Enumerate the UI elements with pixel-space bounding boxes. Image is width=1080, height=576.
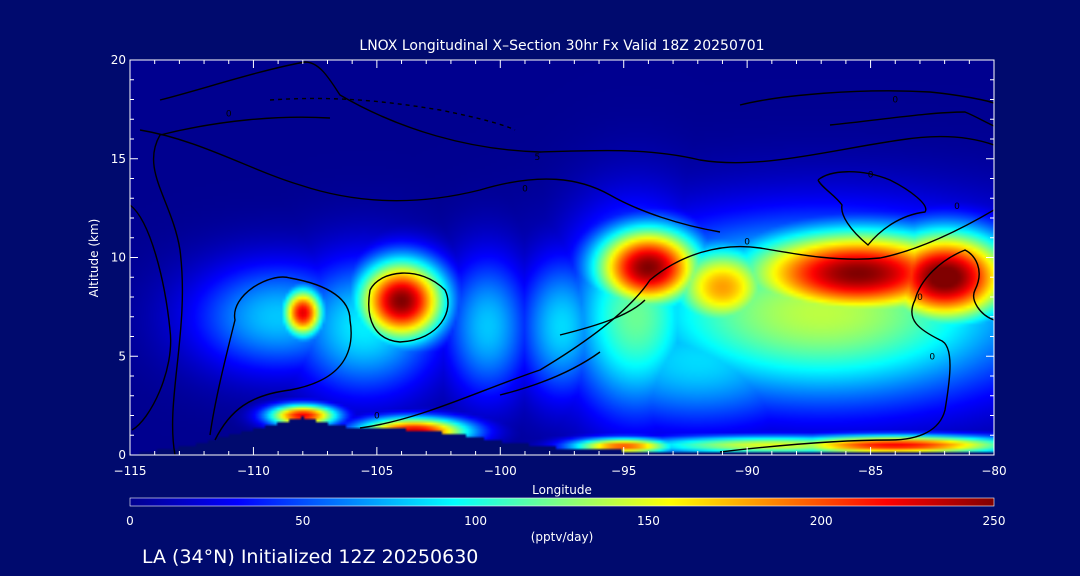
contour-line xyxy=(130,204,172,431)
contour-line xyxy=(499,351,601,396)
colorbar-tick-label: 50 xyxy=(295,514,310,528)
contour-line xyxy=(719,249,994,453)
contour-label: 0 xyxy=(374,412,380,422)
contour-label: 0 xyxy=(522,184,528,194)
y-tick-label: 20 xyxy=(111,53,126,67)
contour-line xyxy=(817,171,927,246)
x-tick-label: −105 xyxy=(360,464,393,478)
colorbar-tick-label: 200 xyxy=(810,514,833,528)
contour-line xyxy=(159,61,994,164)
x-tick-label: −85 xyxy=(858,464,883,478)
contour-label: 0 xyxy=(954,202,960,212)
contour-lines xyxy=(130,61,994,455)
x-tick-label: −100 xyxy=(484,464,517,478)
contour-line xyxy=(739,90,994,106)
colorbar xyxy=(129,497,995,507)
colorbar-tick-label: 250 xyxy=(983,514,1006,528)
x-tick-label: −95 xyxy=(611,464,636,478)
y-axis: 0 5 10 15 20 xyxy=(111,53,994,462)
heatmap-field xyxy=(130,60,994,455)
contour-line xyxy=(269,97,516,131)
colorbar-tick-label: 150 xyxy=(637,514,660,528)
contour-label: 5 xyxy=(534,153,540,163)
contour-label: 0 xyxy=(226,109,232,119)
x-tick-label: −80 xyxy=(981,464,1006,478)
contour-label: 0 xyxy=(917,293,923,303)
y-tick-label: 15 xyxy=(111,152,126,166)
x-tick-label: −90 xyxy=(734,464,759,478)
contour-line xyxy=(559,299,646,336)
colorbar-tick-label: 100 xyxy=(464,514,487,528)
contour-label: 0 xyxy=(892,96,898,106)
contour-line xyxy=(152,116,331,455)
contour-line xyxy=(209,276,352,441)
y-tick-label: 10 xyxy=(111,251,126,265)
x-axis-label: Longitude xyxy=(532,483,592,497)
colorbar-ticks: 0 50 100 150 200 250 xyxy=(126,514,1005,528)
contour-label: 0 xyxy=(868,171,874,181)
y-tick-label: 0 xyxy=(118,448,126,462)
x-tick-label: −110 xyxy=(237,464,270,478)
contour-line xyxy=(829,111,994,127)
y-axis-label: Altitude (km) xyxy=(87,219,101,298)
colorbar-label: (pptv/day) xyxy=(531,530,594,544)
contour-label: 0 xyxy=(929,352,935,362)
contour-line xyxy=(368,272,449,343)
contour-line xyxy=(359,209,994,429)
contour-label: 0 xyxy=(744,238,750,248)
x-tick-label: −115 xyxy=(114,464,147,478)
colorbar-tick-label: 0 xyxy=(126,514,134,528)
contour-labels: 0 5 0 0 0 0 0 0 0 0 xyxy=(226,96,960,422)
x-axis: −115 −110 −105 −100 −95 −90 −85 −80 xyxy=(114,60,1007,478)
chart-title: LNOX Longitudinal X–Section 30hr Fx Vali… xyxy=(359,38,764,54)
y-tick-label: 5 xyxy=(118,349,126,363)
contour-line xyxy=(139,129,721,233)
footer-caption: LA (34°N) Initialized 12Z 20250630 xyxy=(142,546,478,568)
